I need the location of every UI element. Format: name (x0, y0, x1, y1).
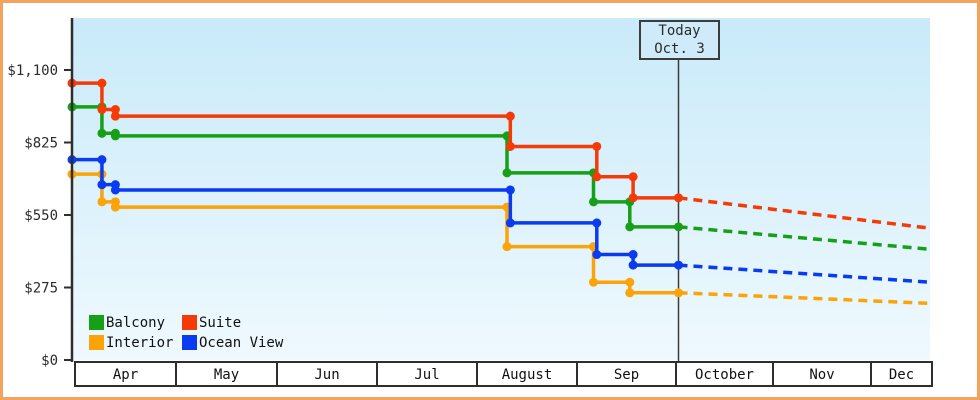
legend-label-balcony: Balcony (106, 315, 165, 331)
series-interior-point (110, 202, 120, 212)
series-balcony-point (97, 128, 107, 138)
series-balcony-point (589, 197, 598, 207)
month-label-jul: Jul (414, 367, 439, 383)
series-ocean-view-point (97, 155, 107, 165)
month-label-jun: Jun (314, 367, 339, 383)
series-interior-point (502, 242, 512, 252)
legend-swatch-ocean-view (182, 335, 197, 350)
series-suite-point (592, 172, 602, 182)
series-balcony-projection (678, 225, 931, 252)
legend-swatch-interior (89, 335, 104, 350)
series-balcony-point (674, 222, 683, 232)
series-ocean-view-point (628, 250, 638, 260)
today-marker-box: Today Oct. 3 (639, 20, 720, 60)
legend-swatch-suite (182, 315, 197, 330)
today-marker-label: Today (658, 23, 701, 39)
series-ocean-view-point (628, 260, 638, 270)
series-suite-point (505, 111, 515, 121)
month-label-dec: Dec (889, 367, 914, 383)
series-balcony-point (110, 131, 120, 141)
series-ocean-view-point (505, 218, 515, 228)
month-label-october: October (695, 367, 754, 383)
series-interior-point (625, 277, 635, 287)
y-tick-label: $0 (41, 353, 58, 369)
series-balcony-point (625, 222, 635, 232)
series-interior-point (674, 288, 683, 298)
series-ocean-view-point (110, 185, 120, 195)
series-suite-point (505, 141, 515, 151)
series-ocean-view-point (592, 250, 602, 260)
legend-swatch-balcony (89, 315, 104, 330)
y-tick-label: $1,100 (7, 63, 58, 79)
month-label-apr: Apr (113, 367, 138, 383)
series-ocean-view-point (97, 180, 107, 190)
series-suite-point (628, 172, 638, 182)
series-ocean-view-projection (678, 263, 931, 284)
series-suite-point (592, 141, 602, 151)
y-tick-label: $550 (24, 208, 58, 224)
series-ocean-view-point (674, 260, 683, 270)
month-label-sep: Sep (614, 367, 639, 383)
series-suite-point (674, 193, 683, 203)
series-suite-point (97, 78, 107, 88)
series-ocean-view-point (592, 218, 602, 228)
series-balcony-point (502, 168, 512, 178)
y-tick-label: $825 (24, 136, 58, 152)
legend-label-suite: Suite (199, 315, 241, 331)
today-marker-date: Oct. 3 (654, 41, 705, 57)
series-suite-projection (678, 196, 931, 230)
legend-label-ocean-view: Ocean View (199, 335, 284, 351)
y-tick-label: $275 (24, 281, 58, 297)
series-suite-point (628, 193, 638, 203)
series-interior-point (625, 288, 635, 298)
series-suite-point (97, 105, 107, 115)
series-ocean-view-point (505, 185, 515, 195)
series-suite-point (110, 105, 120, 115)
series-interior-point (589, 277, 598, 287)
series-interior-projection (678, 291, 931, 306)
month-label-nov: Nov (809, 367, 834, 383)
series-suite-point (110, 111, 120, 121)
legend-label-interior: Interior (106, 335, 173, 351)
series-interior-point (97, 197, 107, 207)
month-label-august: August (502, 367, 553, 383)
month-row (74, 361, 933, 387)
month-label-may: May (214, 367, 239, 383)
